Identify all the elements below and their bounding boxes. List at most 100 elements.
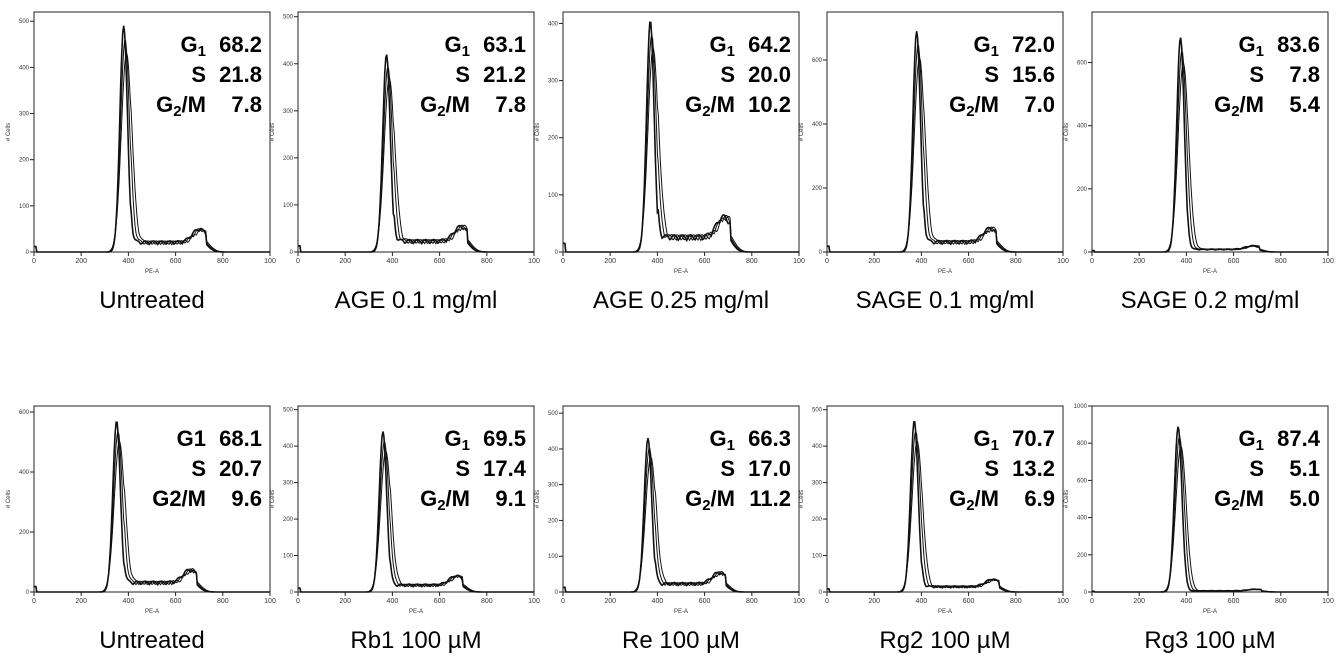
y-tick-label: 100 xyxy=(19,204,30,210)
y-tick-label: 0 xyxy=(555,590,559,596)
y-tick-label: 200 xyxy=(548,136,559,142)
x-tick-label: 600 xyxy=(170,598,182,605)
x-axis-label: PE-A xyxy=(1203,269,1217,275)
y-tick-label: 0 xyxy=(26,250,30,256)
phase-label: S xyxy=(191,456,206,481)
x-tick-label: 600 xyxy=(1228,598,1240,605)
phase-value: 21.2 xyxy=(483,62,526,87)
phase-value: 10.2 xyxy=(748,92,791,117)
y-tick-label: 300 xyxy=(812,481,823,487)
y-tick-label: 300 xyxy=(283,481,294,487)
x-tick-label: 800 xyxy=(217,258,229,265)
x-tick-label: 400 xyxy=(916,258,928,265)
y-tick-label: 400 xyxy=(1077,516,1088,522)
phase-value: 17.0 xyxy=(748,456,791,481)
y-tick-label: 0 xyxy=(1084,250,1088,256)
phase-value: 68.2 xyxy=(219,32,262,57)
x-tick-label: 0 xyxy=(1090,258,1094,265)
y-tick-label: 400 xyxy=(548,21,559,27)
plot-frame xyxy=(33,405,271,593)
x-tick-label: 200 xyxy=(75,258,87,265)
panel-caption: Rb1 100 µM xyxy=(350,627,481,654)
y-tick-label: 0 xyxy=(1084,590,1088,596)
panel-caption: Rg3 100 µM xyxy=(1144,627,1275,654)
plot-frame xyxy=(562,11,800,253)
x-axis-label: PE-A xyxy=(938,269,952,275)
x-tick-label: 600 xyxy=(699,258,711,265)
y-axis-label: # Cells xyxy=(799,490,805,508)
plot-frame xyxy=(297,11,535,253)
panel-caption: Untreated xyxy=(99,287,204,314)
phase-label: G2/M xyxy=(420,486,470,514)
x-tick-label: 0 xyxy=(561,258,565,265)
y-tick-label: 500 xyxy=(548,411,559,417)
y-tick-label: 500 xyxy=(812,408,823,414)
x-tick-label: 0 xyxy=(825,598,829,605)
phase-value: 20.7 xyxy=(219,456,262,481)
phase-label: G2/M xyxy=(420,92,470,120)
y-tick-label: 200 xyxy=(283,156,294,162)
phase-label: S xyxy=(191,62,206,87)
x-tick-label: 600 xyxy=(699,598,711,605)
x-axis-label: PE-A xyxy=(145,269,159,275)
phase-label: G2/M xyxy=(1214,486,1264,514)
histogram-series-line xyxy=(827,55,1063,253)
x-tick-label: 400 xyxy=(1181,258,1193,265)
phase-label: G2/M xyxy=(685,92,735,120)
y-tick-label: 100 xyxy=(283,203,294,209)
y-axis-label: # Cells xyxy=(6,123,12,141)
y-tick-label: 100 xyxy=(548,193,559,199)
phase-value: 64.2 xyxy=(748,32,791,57)
panel-caption: Re 100 µM xyxy=(622,627,740,654)
x-tick-label: 800 xyxy=(746,258,758,265)
phase-label: G2/M xyxy=(949,92,999,120)
histogram-series-line xyxy=(827,441,1063,593)
panel-caption: Rg2 100 µM xyxy=(879,627,1010,654)
panel-caption: SAGE 0.2 mg/ml xyxy=(1121,287,1300,314)
phase-label: S xyxy=(455,62,470,87)
x-tick-label: 400 xyxy=(387,598,399,605)
y-tick-label: 200 xyxy=(1077,553,1088,559)
x-tick-label: 0 xyxy=(32,258,36,265)
y-tick-label: 0 xyxy=(555,250,559,256)
plot-frame xyxy=(33,11,271,253)
y-tick-label: 100 xyxy=(812,554,823,560)
y-tick-label: 600 xyxy=(1077,478,1088,484)
x-tick-label: 600 xyxy=(434,598,446,605)
panel-caption: Untreated xyxy=(99,627,204,654)
x-tick-label: 400 xyxy=(123,598,135,605)
y-tick-label: 200 xyxy=(812,186,823,192)
x-tick-label: 0 xyxy=(1090,598,1094,605)
phase-value: 17.4 xyxy=(483,456,527,481)
x-tick-label: 0 xyxy=(296,598,300,605)
histogram-series-line xyxy=(1092,61,1328,253)
y-axis-label: # Cells xyxy=(799,123,805,141)
phase-label: S xyxy=(984,456,999,481)
y-axis-label: # Cells xyxy=(1064,490,1070,508)
y-tick-label: 500 xyxy=(19,19,30,25)
x-tick-label: 200 xyxy=(604,598,616,605)
x-tick-label: 800 xyxy=(481,258,493,265)
phase-label: G1 xyxy=(181,32,206,60)
phase-value: 87.4 xyxy=(1277,426,1321,451)
x-tick-label: 0 xyxy=(296,258,300,265)
y-tick-label: 400 xyxy=(812,122,823,128)
x-axis-label: PE-A xyxy=(409,609,423,615)
x-axis-label: PE-A xyxy=(674,609,688,615)
x-tick-label: 400 xyxy=(123,258,135,265)
phase-value: 13.2 xyxy=(1012,456,1055,481)
y-tick-label: 600 xyxy=(1077,61,1088,67)
phase-value: 7.8 xyxy=(231,92,262,117)
phase-value: 72.0 xyxy=(1012,32,1055,57)
x-tick-label: 800 xyxy=(1275,258,1287,265)
x-tick-label: 0 xyxy=(32,598,36,605)
x-tick-label: 200 xyxy=(339,598,351,605)
y-tick-label: 400 xyxy=(19,470,30,476)
histogram-series-line xyxy=(34,51,270,253)
y-tick-label: 0 xyxy=(290,590,294,596)
